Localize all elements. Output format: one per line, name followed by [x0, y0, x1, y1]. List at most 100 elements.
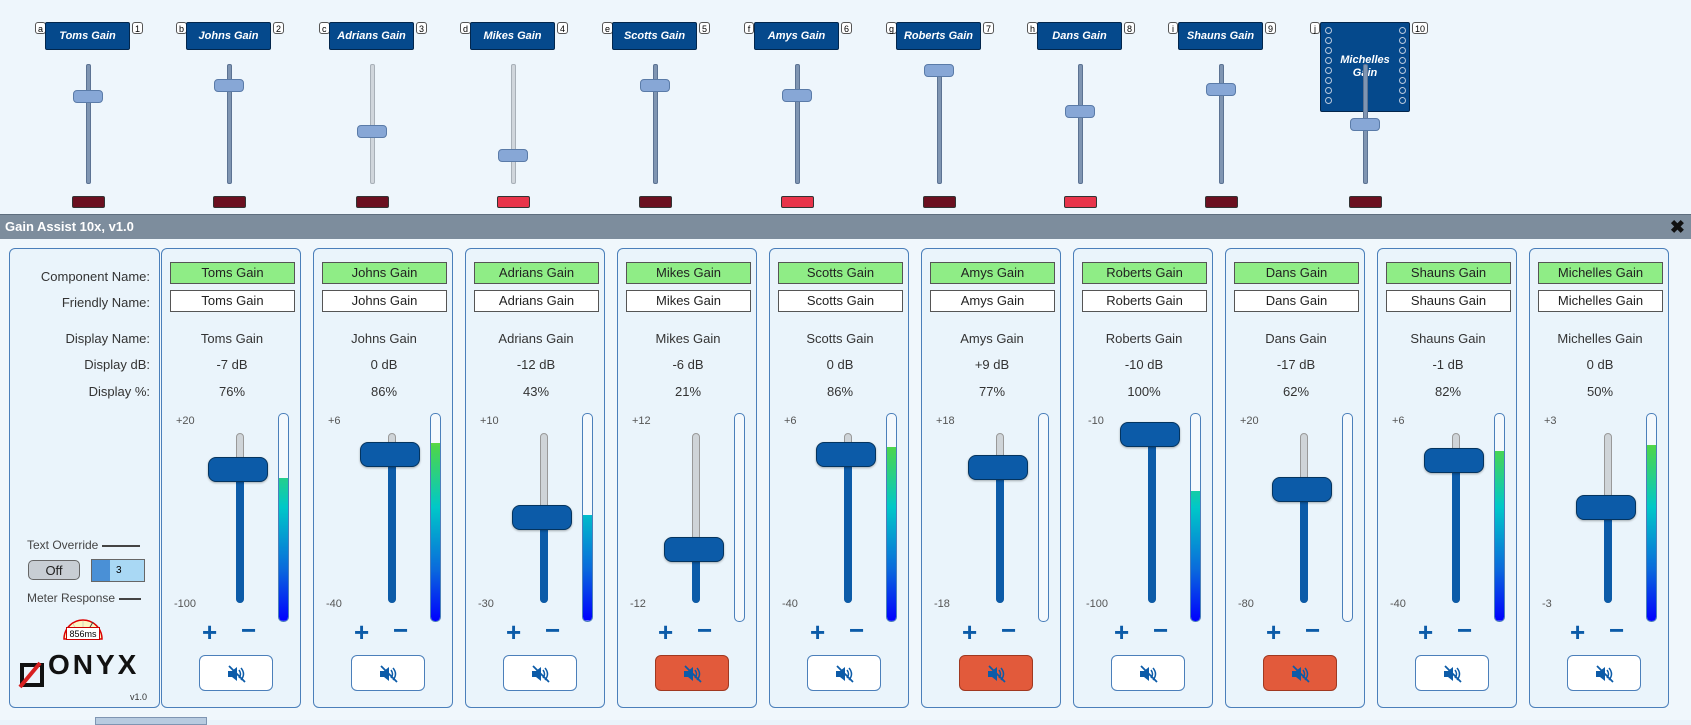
mute-led[interactable]: [71, 196, 105, 208]
input-pin[interactable]: i: [1168, 22, 1178, 34]
output-pin[interactable]: 6: [841, 22, 853, 34]
output-pin[interactable]: 9: [1265, 22, 1277, 34]
gain-increase-button[interactable]: +: [354, 617, 370, 647]
design-component-4[interactable]: d 4 Mikes Gain: [458, 0, 608, 214]
close-icon[interactable]: ✖: [1669, 217, 1685, 237]
output-pin[interactable]: 5: [699, 22, 711, 34]
gain-increase-button[interactable]: +: [1418, 617, 1434, 647]
gain-decrease-button[interactable]: −: [1153, 615, 1169, 645]
mute-button[interactable]: [959, 655, 1033, 691]
mute-button[interactable]: [807, 655, 881, 691]
mute-led[interactable]: [1063, 196, 1097, 208]
gain-decrease-button[interactable]: −: [1305, 615, 1321, 645]
mini-fader-thumb[interactable]: [356, 124, 387, 138]
component-block[interactable]: Johns Gain: [186, 22, 271, 50]
component-block[interactable]: Dans Gain: [1037, 22, 1122, 50]
component-block[interactable]: Roberts Gain: [896, 22, 981, 50]
gain-increase-button[interactable]: +: [810, 617, 826, 647]
fader-thumb[interactable]: [968, 455, 1028, 481]
mute-button[interactable]: [351, 655, 425, 691]
component-block[interactable]: Toms Gain: [45, 22, 130, 50]
output-pin[interactable]: 4: [557, 22, 569, 34]
mini-fader-thumb[interactable]: [923, 64, 954, 77]
component-name-field[interactable]: Shauns Gain: [1386, 262, 1511, 284]
input-pin[interactable]: j: [1310, 22, 1320, 34]
friendly-name-field[interactable]: Amys Gain: [930, 290, 1055, 312]
component-block[interactable]: Adrians Gain: [329, 22, 414, 50]
fader-thumb[interactable]: [1424, 448, 1484, 474]
mini-fader-track[interactable]: [510, 64, 516, 184]
mini-fader-track[interactable]: [226, 64, 232, 184]
mute-led[interactable]: [212, 196, 246, 208]
mini-fader-track[interactable]: [369, 64, 375, 184]
output-pin[interactable]: 1: [132, 22, 144, 34]
output-pin[interactable]: 8: [1124, 22, 1136, 34]
mute-led[interactable]: [355, 196, 389, 208]
mini-fader-thumb[interactable]: [781, 88, 812, 102]
design-component-7[interactable]: g 7 Roberts Gain: [884, 0, 1034, 214]
mini-fader-thumb[interactable]: [639, 78, 670, 92]
mini-fader-thumb[interactable]: [1350, 117, 1380, 131]
friendly-name-field[interactable]: Mikes Gain: [626, 290, 751, 312]
design-component-9[interactable]: i 9 Shauns Gain: [1166, 0, 1316, 214]
design-component-2[interactable]: b 2 Johns Gain: [174, 0, 324, 214]
mute-led[interactable]: [780, 196, 814, 208]
gain-decrease-button[interactable]: −: [1609, 615, 1625, 645]
gain-decrease-button[interactable]: −: [1001, 615, 1017, 645]
friendly-name-field[interactable]: Roberts Gain: [1082, 290, 1207, 312]
mute-led[interactable]: [1204, 196, 1238, 208]
mute-led[interactable]: [922, 196, 956, 208]
mute-led[interactable]: [638, 196, 672, 208]
fader-thumb[interactable]: [1272, 477, 1332, 503]
gain-increase-button[interactable]: +: [658, 617, 674, 647]
mute-button[interactable]: [199, 655, 273, 691]
component-name-field[interactable]: Roberts Gain: [1082, 262, 1207, 284]
fader-thumb[interactable]: [664, 536, 724, 562]
mini-fader-track[interactable]: [652, 64, 658, 184]
gain-increase-button[interactable]: +: [962, 617, 978, 647]
output-pin[interactable]: 2: [273, 22, 285, 34]
design-component-6[interactable]: f 6 Amys Gain: [742, 0, 892, 214]
hidden-tab[interactable]: [95, 717, 207, 725]
friendly-name-field[interactable]: Dans Gain: [1234, 290, 1359, 312]
component-block[interactable]: Shauns Gain: [1178, 22, 1263, 50]
mini-fader-track[interactable]: [794, 64, 800, 184]
design-component-1[interactable]: a 1 Toms Gain: [33, 0, 183, 214]
output-pin[interactable]: 7: [983, 22, 995, 34]
mute-button[interactable]: [1263, 655, 1337, 691]
design-component-5[interactable]: e 5 Scotts Gain: [600, 0, 750, 214]
mini-fader-thumb[interactable]: [1064, 104, 1095, 118]
mute-button[interactable]: [503, 655, 577, 691]
mute-button[interactable]: [1567, 655, 1641, 691]
design-component-3[interactable]: c 3 Adrians Gain: [317, 0, 467, 214]
gain-decrease-button[interactable]: −: [241, 615, 257, 645]
component-block[interactable]: Scotts Gain: [612, 22, 697, 50]
component-block[interactable]: Mikes Gain: [470, 22, 555, 50]
mini-fader-thumb[interactable]: [213, 78, 244, 92]
component-name-field[interactable]: Johns Gain: [322, 262, 447, 284]
friendly-name-field[interactable]: Shauns Gain: [1386, 290, 1511, 312]
component-name-field[interactable]: Michelles Gain: [1538, 262, 1663, 284]
mute-led[interactable]: [1349, 196, 1382, 208]
mini-fader-thumb[interactable]: [72, 89, 103, 103]
friendly-name-field[interactable]: Michelles Gain: [1538, 290, 1663, 312]
panel-title-bar[interactable]: Gain Assist 10x, v1.0 ✖: [0, 215, 1691, 239]
gain-increase-button[interactable]: +: [202, 617, 218, 647]
mute-led[interactable]: [496, 196, 530, 208]
mini-fader-thumb[interactable]: [497, 148, 528, 162]
component-name-field[interactable]: Dans Gain: [1234, 262, 1359, 284]
gain-decrease-button[interactable]: −: [545, 615, 561, 645]
mini-fader-track[interactable]: [936, 64, 942, 184]
output-pin[interactable]: 3: [416, 22, 428, 34]
gain-decrease-button[interactable]: −: [1457, 615, 1473, 645]
fader-thumb[interactable]: [1576, 494, 1636, 520]
fader-thumb[interactable]: [1120, 422, 1180, 447]
gain-increase-button[interactable]: +: [1570, 617, 1586, 647]
text-override-toggle[interactable]: Off: [28, 560, 80, 580]
mini-fader-track[interactable]: [1218, 64, 1224, 184]
mini-fader-track[interactable]: [85, 64, 91, 184]
mute-button[interactable]: [1415, 655, 1489, 691]
mute-button[interactable]: [1111, 655, 1185, 691]
mute-button[interactable]: [655, 655, 729, 691]
gain-decrease-button[interactable]: −: [849, 615, 865, 645]
